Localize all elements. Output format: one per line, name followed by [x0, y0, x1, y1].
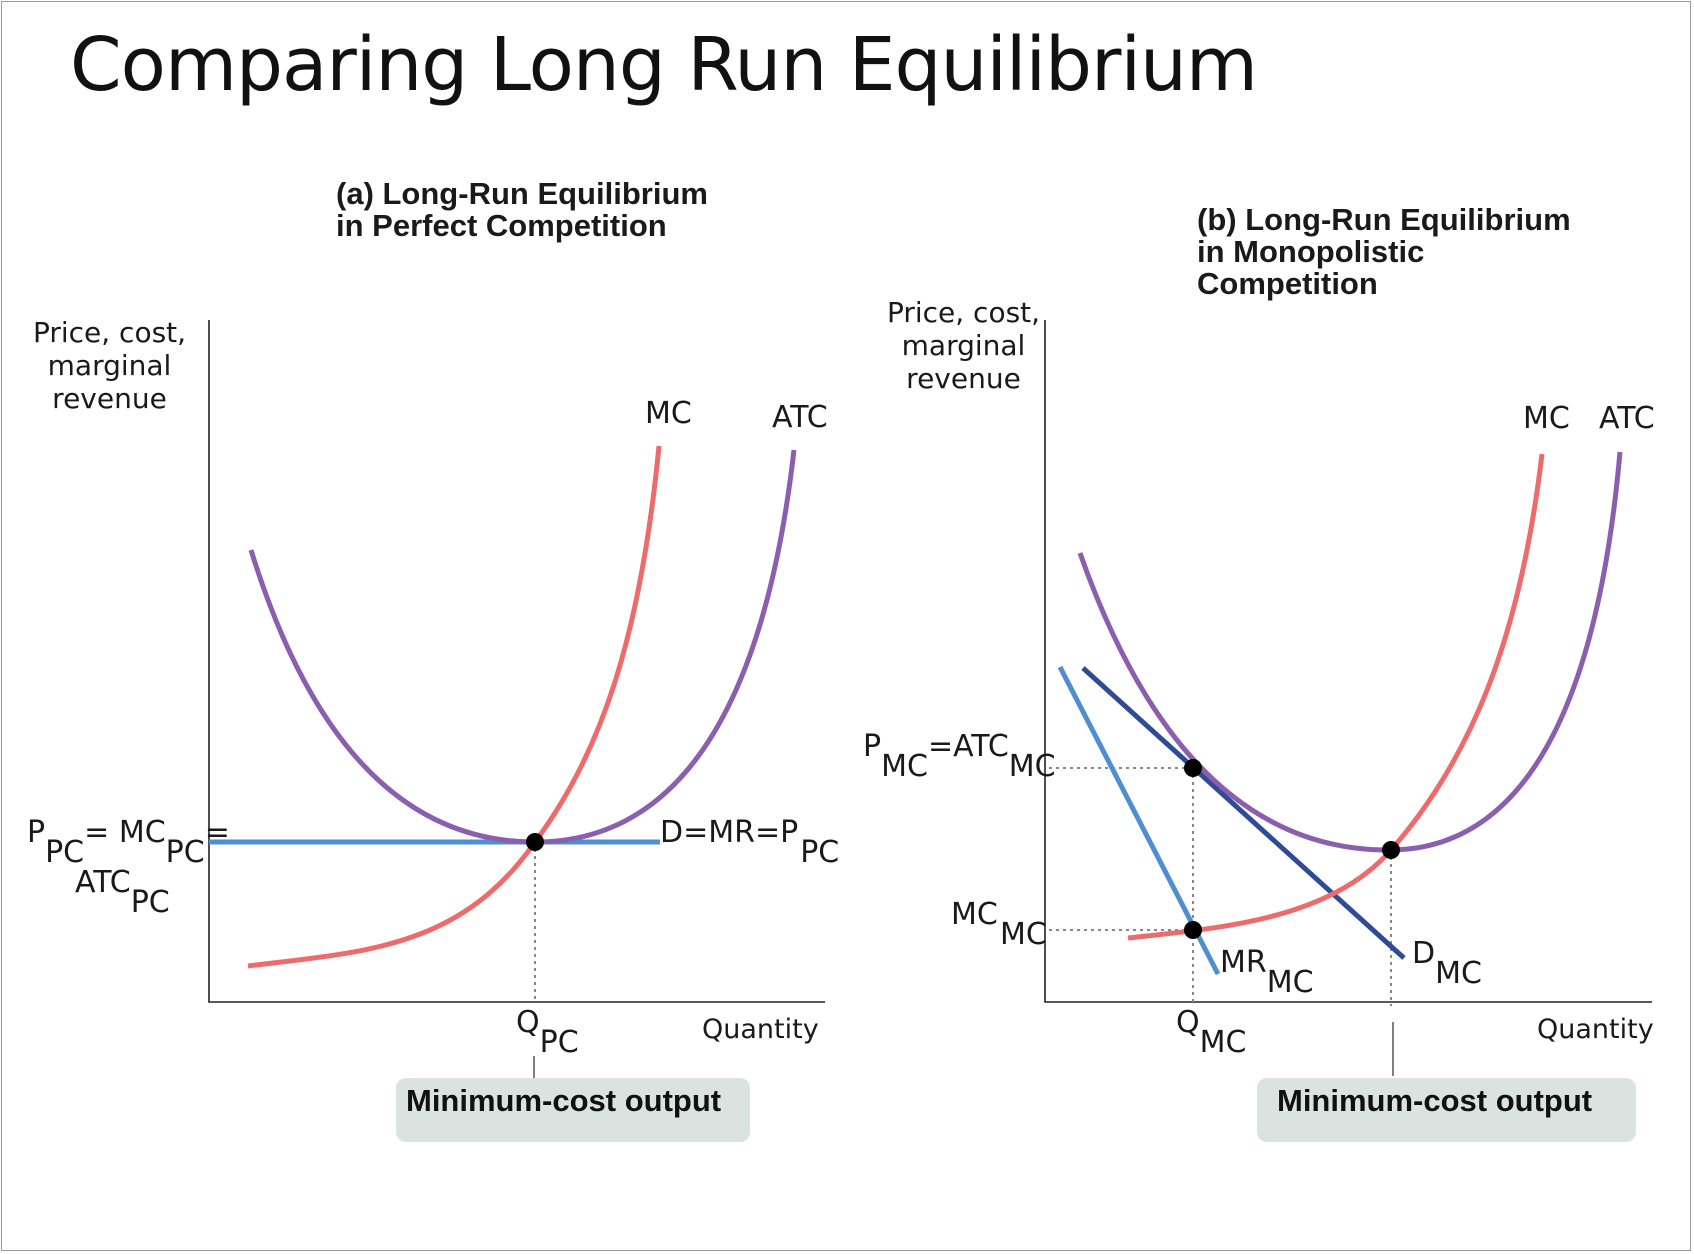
panel-b-mr-label: MRMC	[1220, 945, 1314, 1000]
panel-b-demand-label: DMC	[1412, 936, 1482, 991]
panel-a-title: (a) Long-Run Equilibrium in Perfect Comp…	[336, 178, 708, 242]
panel-b-title-line1: (b) Long-Run Equilibrium	[1197, 202, 1571, 237]
panel-a-atc-price-label: ATCPC	[75, 865, 170, 920]
panel-a-title-line1: (a) Long-Run Equilibrium	[336, 176, 708, 211]
slide-title: Comparing Long Run Equilibrium	[70, 22, 1258, 108]
panel-b-y-axis-label: Price, cost, marginal revenue	[886, 296, 1041, 395]
panel-a-mc-curve	[247, 445, 662, 969]
panel-b-mr-mc-intersection-point	[1184, 921, 1202, 939]
panel-b-mc-curve	[1127, 453, 1545, 941]
panel-b-atc-label: ATC	[1599, 401, 1655, 436]
panel-b-title-line3: Competition	[1197, 266, 1378, 301]
panel-b-mc-level-label: MCMC	[951, 897, 1047, 952]
panel-b-minimum-atc-point	[1382, 841, 1400, 859]
panel-a-demand-label: D=MR=PPC	[660, 815, 839, 870]
panel-a-atc-label: ATC	[772, 400, 828, 435]
panel-b-demand-curve	[1081, 666, 1406, 960]
panel-b-mc-label: MC	[1523, 401, 1570, 436]
panel-a-axes	[208, 320, 825, 1003]
panel-a-mc-label: MC	[645, 396, 692, 431]
panel-b-title-line2: in Monopolistic	[1197, 234, 1425, 269]
panel-b-price-label: PMC=ATCMC	[863, 729, 1056, 784]
panel-a-y-axis-label: Price, cost, marginal revenue	[32, 316, 187, 415]
panel-a-minimum-cost-callout: Minimum-cost output	[396, 1078, 750, 1142]
panel-a: MC ATC D=MR=PPC PPC= MCPC= ATCPC QPC	[27, 320, 839, 1078]
panel-a-atc-curve	[248, 449, 797, 845]
panel-a-quantity-label: QPC	[516, 1005, 579, 1060]
panel-b-equilibrium-point	[1184, 759, 1202, 777]
panel-b-atc-curve	[1077, 451, 1623, 853]
panel-a-x-axis-label: Quantity	[702, 1014, 819, 1045]
panel-b-minimum-cost-callout: Minimum-cost output	[1257, 1078, 1636, 1142]
panel-a-equilibrium-point	[526, 833, 544, 851]
panel-a-title-line2: in Perfect Competition	[336, 208, 667, 243]
panel-b-axes	[1044, 320, 1652, 1003]
panel-b-x-axis-label: Quantity	[1537, 1014, 1654, 1045]
panel-b: MC ATC PMC=ATCMC MCMC MRMC DMC QMC	[863, 320, 1655, 1076]
panel-b-title: (b) Long-Run Equilibrium in Monopolistic…	[1197, 204, 1571, 300]
panel-b-quantity-label: QMC	[1176, 1005, 1246, 1060]
panel-a-price-label: PPC= MCPC=	[27, 815, 230, 870]
